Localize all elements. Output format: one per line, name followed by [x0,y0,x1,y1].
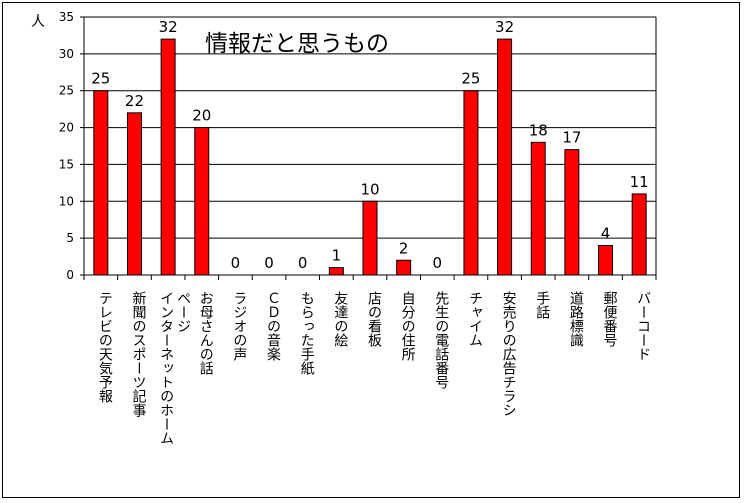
gridlines [84,16,656,239]
data-label: 1 [332,247,342,265]
category-label: ラジオの声 [231,291,247,361]
y-tick-label: 15 [59,157,74,171]
category-label: インターネットのホーム [158,291,174,445]
category-label: お母さんの話 [198,291,214,375]
bars [93,38,647,276]
category-label: 郵便番号 [602,291,618,347]
y-tick-label: 0 [66,268,74,282]
y-tick-label: 5 [66,231,74,245]
bar [463,90,479,276]
labels: 0510152025303525テレビの天気予報22新聞のスポーツ記事32インタ… [59,10,651,445]
category-label: チャイム [467,291,483,347]
data-label: 0 [264,254,274,272]
data-label: 10 [360,180,379,198]
data-label: 0 [298,254,308,272]
data-label: 22 [125,92,144,110]
chart-title: 情報だと思うもの [205,31,389,57]
data-label: 4 [601,225,611,243]
bar [631,193,647,276]
category-label: ＣＤの音楽 [265,291,281,361]
y-tick-label: 25 [59,84,74,98]
category-label: 道路標識 [568,291,584,348]
category-label: バーコード [635,291,651,361]
y-tick-label: 30 [59,47,74,61]
y-tick-label: 35 [59,10,74,24]
bar [362,200,378,276]
category-label: 自分の住所 [400,291,416,361]
bar [497,38,513,276]
bar [126,112,142,276]
axes [80,16,657,280]
category-label: 店の看板 [366,291,382,347]
category-label: 新聞のスポーツ記事 [130,291,146,417]
category-label: もらった手紙 [299,291,315,376]
bar [530,141,546,276]
y-axis-unit-label: 人 [31,14,45,30]
data-label: 25 [91,70,110,88]
bar [396,259,412,276]
data-label: 18 [529,121,548,139]
category-label: ページ [175,291,191,333]
data-label: 20 [192,107,211,125]
data-label: 25 [461,70,480,88]
bar [160,38,176,276]
data-label: 0 [433,254,443,272]
category-label: 手話 [534,291,550,319]
data-label: 17 [562,129,581,147]
data-label: 32 [159,18,178,36]
y-tick-label: 20 [59,121,74,135]
bar [328,267,344,276]
category-label: 先生の電話番号 [433,291,449,389]
bar [598,245,614,276]
bar [564,149,580,276]
bar [93,90,109,276]
y-tick-label: 10 [59,194,74,208]
category-label: 友達の絵 [332,291,348,347]
bar [194,127,210,276]
chart-frame [2,2,740,498]
category-label: 安売りの広告チラシ [501,291,517,417]
category-label: テレビの天気予報 [97,291,113,403]
data-label: 11 [630,173,649,191]
data-label: 32 [495,18,514,36]
data-label: 2 [399,239,409,257]
data-label: 0 [231,254,241,272]
